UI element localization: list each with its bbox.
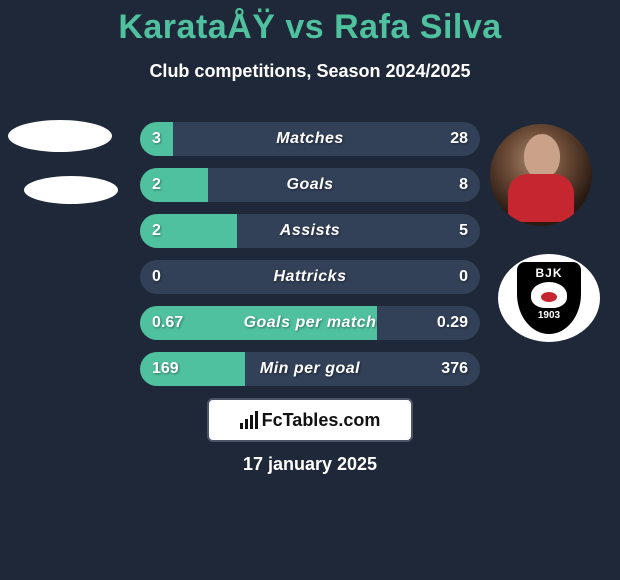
stat-row: 2Goals8 [140, 168, 480, 202]
stats-container: 3Matches28 2Goals8 2Assists5 0Hattricks0 0.6… [140, 122, 480, 398]
bar-chart-icon [240, 411, 258, 429]
stat-row: 3Matches28 [140, 122, 480, 156]
stat-label: Goals per match [140, 306, 480, 340]
stat-right-value: 376 [441, 352, 468, 386]
left-player-avatar [8, 120, 112, 152]
stat-label: Matches [140, 122, 480, 156]
right-player-avatar [490, 124, 592, 226]
stat-label: Goals [140, 168, 480, 202]
stat-label: Min per goal [140, 352, 480, 386]
stat-row: 169Min per goal376 [140, 352, 480, 386]
club-badge-eagle-icon [531, 282, 567, 308]
snapshot-date: 17 january 2025 [0, 454, 620, 475]
stat-row: 2Assists5 [140, 214, 480, 248]
club-badge-text: BJK [535, 266, 562, 280]
stat-row: 0.67Goals per match0.29 [140, 306, 480, 340]
stat-label: Assists [140, 214, 480, 248]
attribution-text: FcTables.com [262, 410, 381, 431]
club-badge-year: 1903 [538, 310, 560, 321]
stat-right-value: 0.29 [437, 306, 468, 340]
stat-right-value: 5 [459, 214, 468, 248]
stat-label: Hattricks [140, 260, 480, 294]
stat-right-value: 8 [459, 168, 468, 202]
season-subtitle: Club competitions, Season 2024/2025 [0, 61, 620, 82]
right-club-badge: BJK 1903 [498, 254, 600, 342]
stat-right-value: 0 [459, 260, 468, 294]
left-club-badge [24, 176, 118, 204]
comparison-title: KarataÅŸ vs Rafa Silva [0, 0, 620, 47]
stat-row: 0Hattricks0 [140, 260, 480, 294]
attribution-badge: FcTables.com [207, 398, 413, 442]
stat-right-value: 28 [450, 122, 468, 156]
